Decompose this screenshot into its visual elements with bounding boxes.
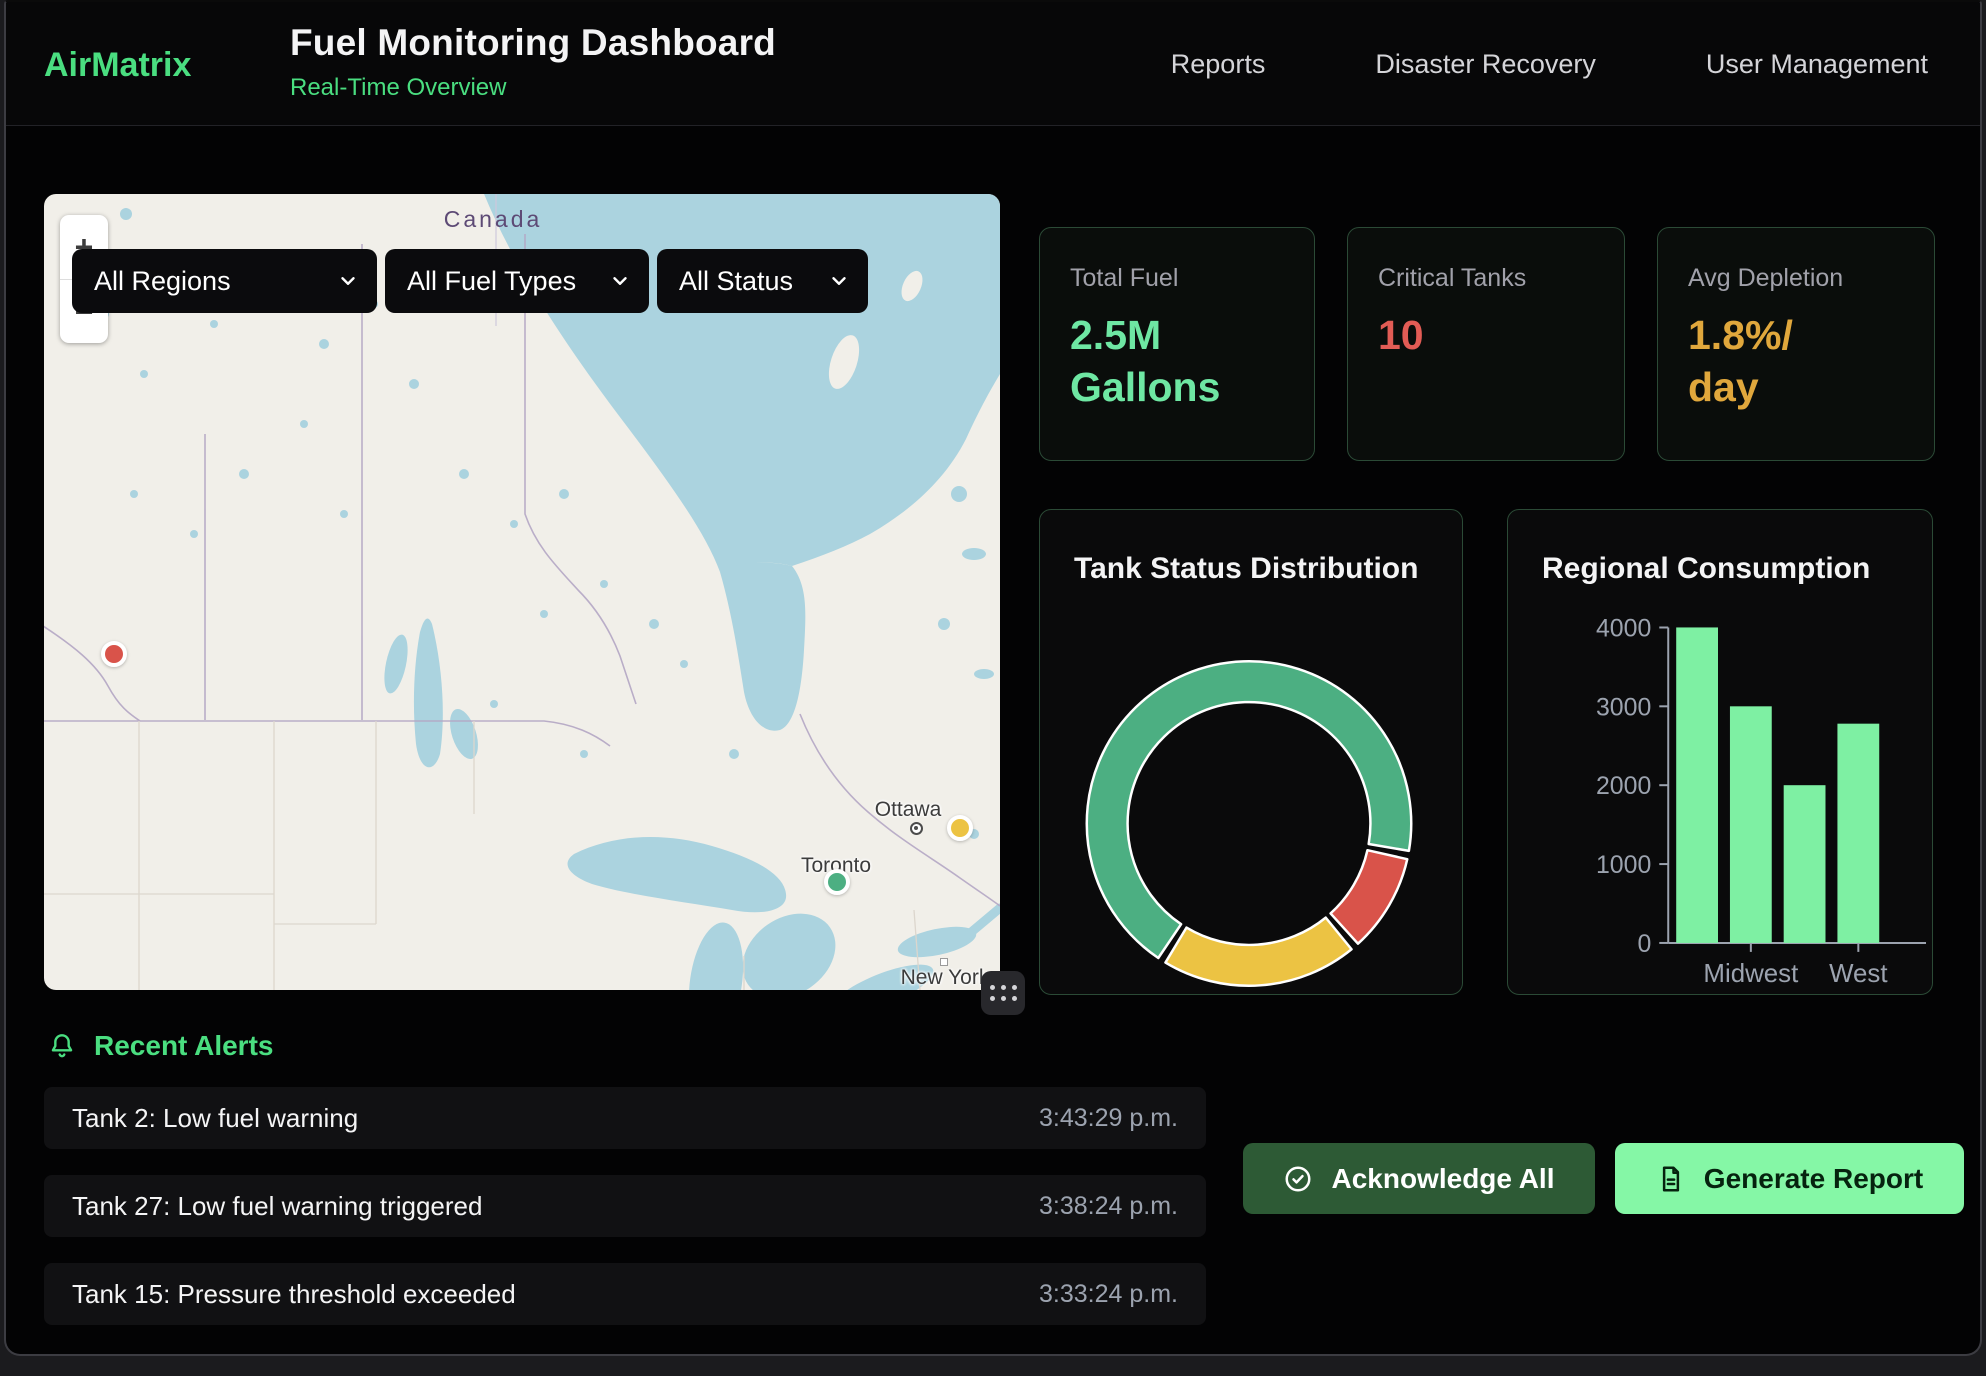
alert-row[interactable]: Tank 27: Low fuel warning triggered 3:38…: [44, 1175, 1206, 1237]
nav-disaster-recovery[interactable]: Disaster Recovery: [1375, 49, 1596, 80]
kpi-value: 10: [1378, 309, 1594, 361]
tank-marker-warning[interactable]: [947, 815, 973, 841]
kpi-label: Avg Depletion: [1688, 264, 1904, 293]
chevron-down-icon: [828, 270, 850, 292]
svg-text:1000: 1000: [1596, 851, 1651, 879]
tank-map[interactable]: Canada Ottawa Toronto New York + − All R…: [44, 194, 1000, 990]
kpi-value: 1.8%/ day: [1688, 309, 1904, 414]
recent-alerts-title: Recent Alerts: [94, 1030, 273, 1062]
svg-text:3000: 3000: [1596, 693, 1651, 721]
region-filter-select[interactable]: All Regions: [72, 249, 377, 313]
map-label-ottawa: Ottawa: [875, 798, 942, 822]
alert-row[interactable]: Tank 2: Low fuel warning 3:43:29 p.m.: [44, 1087, 1206, 1149]
alert-message: Tank 15: Pressure threshold exceeded: [72, 1279, 516, 1310]
alert-message: Tank 27: Low fuel warning triggered: [72, 1191, 482, 1222]
map-resize-handle[interactable]: [981, 971, 1025, 1015]
page-subtitle: Real-Time Overview: [290, 74, 776, 102]
alert-time: 3:43:29 p.m.: [1039, 1104, 1178, 1133]
chevron-down-icon: [337, 270, 359, 292]
alert-message: Tank 2: Low fuel warning: [72, 1103, 358, 1134]
nav-reports[interactable]: Reports: [1171, 49, 1266, 80]
tank-marker-critical[interactable]: [101, 641, 127, 667]
kpi-card-avg-depletion: Avg Depletion 1.8%/ day: [1657, 227, 1935, 461]
kpi-label: Total Fuel: [1070, 264, 1284, 293]
tank-marker-normal[interactable]: [824, 869, 850, 895]
page-title: Fuel Monitoring Dashboard: [290, 22, 776, 64]
bell-icon: [46, 1030, 78, 1062]
chart-title: Tank Status Distribution: [1074, 552, 1418, 586]
region-filter-value: All Regions: [94, 266, 231, 297]
recent-alerts-header: Recent Alerts: [46, 1030, 273, 1062]
ottawa-town-icon: [910, 822, 923, 835]
nav-user-management[interactable]: User Management: [1706, 49, 1928, 80]
chevron-down-icon: [609, 270, 631, 292]
map-label-canada: Canada: [444, 206, 543, 233]
svg-text:4000: 4000: [1596, 614, 1651, 642]
regional-consumption-chart-card: Regional Consumption 0 1000 2000 3000 4000 Mi…: [1507, 509, 1933, 995]
header: AirMatrix Fuel Monitoring Dashboard Real…: [6, 2, 1980, 126]
map-label-new-york: New York: [901, 966, 990, 990]
status-filter-select[interactable]: All Status: [657, 249, 868, 313]
tank-status-chart-card: Tank Status Distribution: [1039, 509, 1463, 995]
chart-title: Regional Consumption: [1542, 552, 1870, 586]
fuel-type-filter-select[interactable]: All Fuel Types: [385, 249, 649, 313]
generate-report-label: Generate Report: [1704, 1163, 1923, 1195]
alert-time: 3:38:24 p.m.: [1039, 1192, 1178, 1221]
alert-row[interactable]: Tank 15: Pressure threshold exceeded 3:3…: [44, 1263, 1206, 1325]
dashboard-app: AirMatrix Fuel Monitoring Dashboard Real…: [4, 0, 1982, 1356]
title-block: Fuel Monitoring Dashboard Real-Time Over…: [290, 22, 776, 102]
kpi-card-critical-tanks: Critical Tanks 10: [1347, 227, 1625, 461]
acknowledge-all-button[interactable]: Acknowledge All: [1243, 1143, 1595, 1214]
map-filters: All Regions All Fuel Types All Status: [72, 249, 868, 313]
kpi-label: Critical Tanks: [1378, 264, 1594, 293]
new-york-town-icon: [940, 958, 948, 966]
svg-text:0: 0: [1637, 930, 1651, 958]
acknowledge-all-label: Acknowledge All: [1331, 1163, 1554, 1195]
generate-report-button[interactable]: Generate Report: [1615, 1143, 1964, 1214]
kpi-value: 2.5M Gallons: [1070, 309, 1284, 414]
alert-time: 3:33:24 p.m.: [1039, 1280, 1178, 1309]
status-filter-value: All Status: [679, 266, 793, 297]
check-circle-icon: [1283, 1164, 1313, 1194]
main-nav: Reports Disaster Recovery User Managemen…: [1171, 2, 1928, 126]
fuel-type-filter-value: All Fuel Types: [407, 266, 576, 297]
svg-text:West: West: [1829, 960, 1887, 988]
kpi-card-total-fuel: Total Fuel 2.5M Gallons: [1039, 227, 1315, 461]
svg-text:Midwest: Midwest: [1703, 960, 1798, 988]
svg-text:2000: 2000: [1596, 772, 1651, 800]
document-icon: [1656, 1164, 1686, 1194]
brand-logo: AirMatrix: [44, 46, 191, 85]
